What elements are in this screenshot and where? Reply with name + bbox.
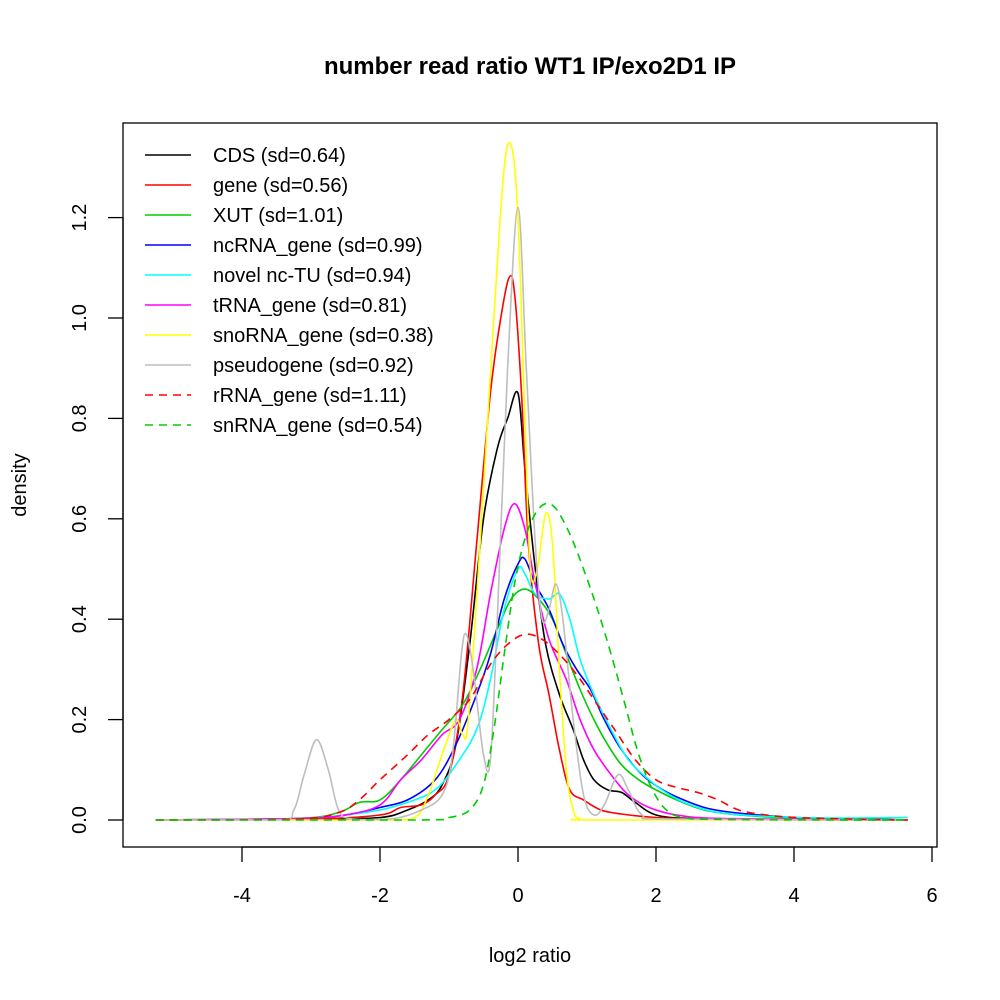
y-axis-label: density (9, 453, 31, 516)
y-tick-label: 0.4 (69, 605, 91, 633)
chart-title: number read ratio WT1 IP/exo2D1 IP (324, 53, 736, 80)
legend-label: rRNA_gene (sd=1.11) (213, 385, 407, 407)
x-axis-label: log2 ratio (489, 945, 571, 967)
legend-label: pseudogene (sd=0.92) (213, 355, 414, 377)
series-line-4 (155, 565, 908, 821)
legend-label: gene (sd=0.56) (213, 175, 348, 197)
x-tick-label: -4 (233, 885, 251, 907)
series-line-3 (155, 556, 908, 821)
series-line-9 (155, 502, 908, 821)
legend-label: snoRNA_gene (sd=0.38) (213, 325, 434, 347)
legend-label: novel nc-TU (sd=0.94) (213, 265, 411, 287)
x-tick-label: -2 (371, 885, 389, 907)
legend-label: snRNA_gene (sd=0.54) (213, 415, 423, 437)
legend-label: tRNA_gene (sd=0.81) (213, 295, 407, 317)
x-tick-label: 0 (512, 885, 523, 907)
y-tick-label: 1.0 (69, 304, 91, 332)
legend: CDS (sd=0.64) gene (sd=0.56) XUT (sd=1.01)… (145, 145, 434, 437)
y-tick-label: 0.8 (69, 404, 91, 432)
y-tick-label: 0.0 (69, 806, 91, 834)
x-tick-label: 2 (650, 885, 661, 907)
x-tick-label: 6 (926, 885, 937, 907)
series-line-6 (155, 141, 908, 821)
legend-label: XUT (sd=1.01) (213, 205, 343, 227)
curves-layer (155, 141, 908, 821)
y-tick-label: 0.2 (69, 706, 91, 734)
y-tick-label: 0.6 (69, 505, 91, 533)
y-tick-label: 1.2 (69, 204, 91, 232)
x-axis: -4 -2 0 2 4 6 (233, 846, 938, 907)
legend-label: ncRNA_gene (sd=0.99) (213, 235, 423, 257)
legend-label: CDS (sd=0.64) (213, 145, 346, 167)
x-tick-label: 4 (788, 885, 799, 907)
series-line-5 (155, 502, 908, 821)
y-axis: 0.0 0.2 0.4 0.6 0.8 1.0 1.2 (69, 204, 124, 834)
